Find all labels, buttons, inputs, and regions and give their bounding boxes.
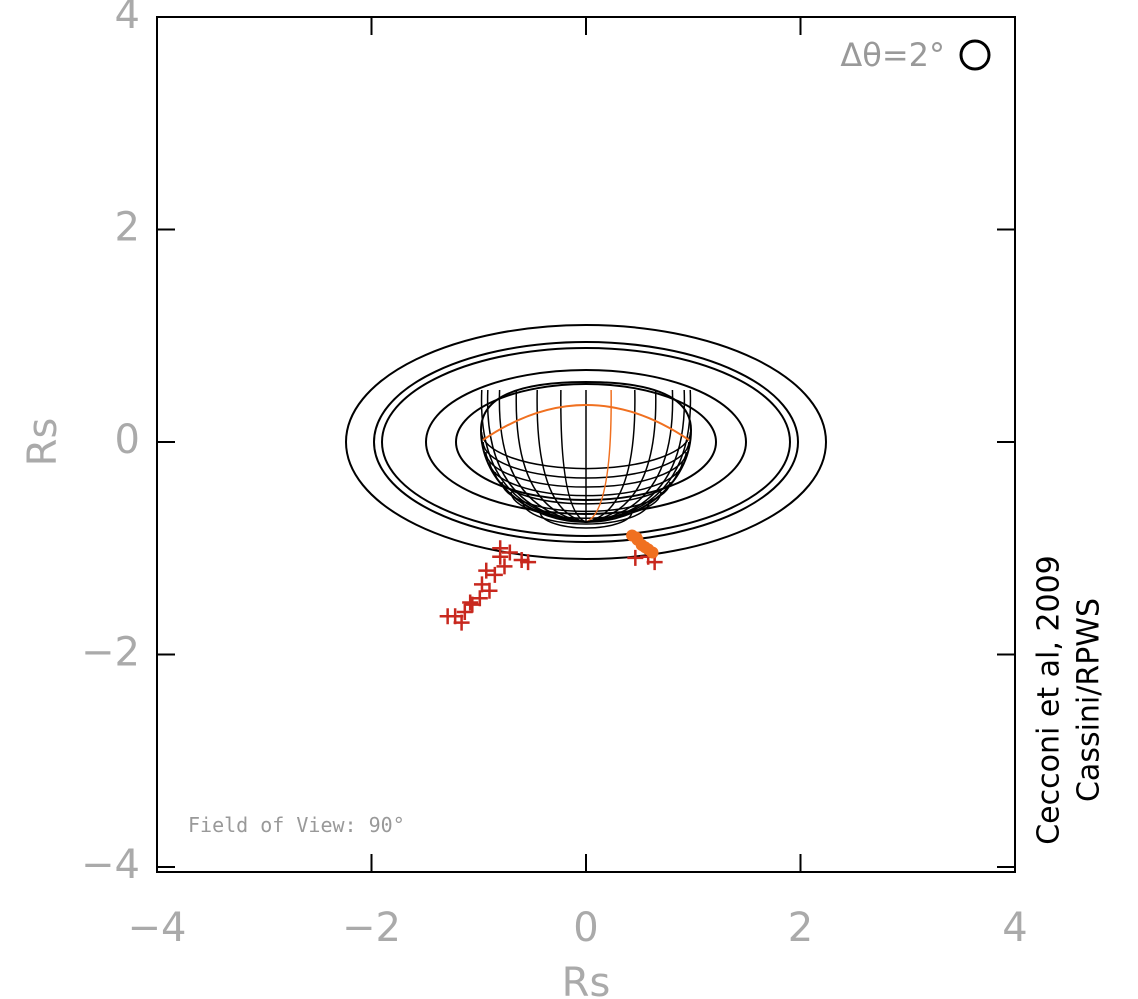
data-point <box>520 554 537 571</box>
x-tick-label: 4 <box>1002 905 1027 951</box>
data-point <box>486 566 503 583</box>
x-axis-label: Rs <box>562 960 611 999</box>
credit: Cassini/RPWS <box>1072 598 1107 802</box>
globe-meridian <box>515 389 587 523</box>
data-point <box>456 604 473 620</box>
y-tick-label: 2 <box>115 205 140 251</box>
x-tick-label: 0 <box>573 905 598 951</box>
data-point <box>462 594 479 611</box>
globe-meridian <box>498 389 587 523</box>
globe-meridian <box>560 389 587 523</box>
data-point <box>638 541 651 554</box>
data-point <box>439 608 456 625</box>
annotation: Δθ=2° <box>840 36 945 74</box>
globe-meridian <box>585 389 657 523</box>
globe-meridian <box>585 389 636 523</box>
data-point <box>501 544 518 561</box>
globe-outline <box>480 380 693 523</box>
x-tick-label: −4 <box>128 905 187 951</box>
globe-latitude <box>482 404 690 441</box>
beam-circle <box>959 39 991 71</box>
data-point <box>453 614 470 631</box>
data-point <box>496 558 513 575</box>
y-axis-label: Rs <box>20 418 66 467</box>
annotation: Field of View: 90° <box>188 813 405 837</box>
data-point <box>492 548 509 565</box>
data-point <box>630 531 643 544</box>
y-tick-label: −2 <box>81 630 140 676</box>
x-tick-label: 2 <box>788 905 813 951</box>
credit: Cecconi et al, 2009 <box>1032 555 1067 845</box>
globe-meridian <box>585 389 674 523</box>
y-tick-label: 0 <box>115 417 140 463</box>
data-point <box>473 576 490 593</box>
x-tick-label: −2 <box>342 905 401 951</box>
saturn <box>345 324 827 560</box>
globe-meridian <box>536 389 587 523</box>
data-point <box>464 596 481 613</box>
y-tick-label: 4 <box>115 0 140 38</box>
globe-meridian <box>486 389 587 523</box>
globe-latitude <box>539 511 633 529</box>
globe-latitude <box>522 501 650 525</box>
y-tick-label: −4 <box>81 842 140 888</box>
data-point <box>478 562 495 579</box>
globe-meridian <box>585 389 612 523</box>
